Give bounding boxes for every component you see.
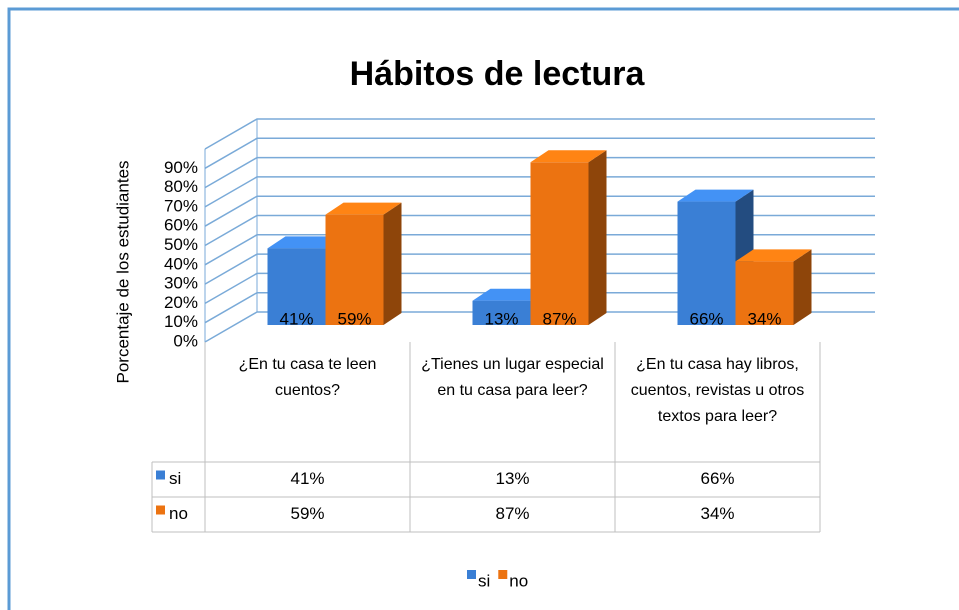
grid-line <box>204 156 875 189</box>
bar-top <box>677 189 754 202</box>
legend-key <box>498 570 508 579</box>
y-tick-label: 80% <box>164 177 198 196</box>
grid-line <box>204 253 875 285</box>
data-label: 13% <box>484 309 518 328</box>
bar-top <box>530 150 607 163</box>
data-label: 87% <box>542 309 576 328</box>
bar <box>530 150 607 325</box>
grid-line <box>204 214 875 247</box>
y-tick-label: 0% <box>173 331 198 350</box>
data-label: 59% <box>337 309 371 328</box>
table-row-label: si <box>169 469 181 488</box>
y-tick-label: 90% <box>164 158 198 177</box>
grid-line <box>204 176 875 208</box>
grid-line <box>204 311 875 343</box>
table-cell: 34% <box>700 504 734 523</box>
table-legend-key <box>156 505 165 515</box>
legend-label: si <box>478 571 490 590</box>
data-label: 66% <box>689 309 723 328</box>
frame <box>7 7 959 610</box>
legend-label: no <box>509 571 528 590</box>
y-axis-label: Porcentaje de los estudiantes <box>113 160 132 383</box>
bar <box>325 202 402 325</box>
bar-side <box>793 249 812 325</box>
category-cell: ¿En tu casa hay libros, cuentos, revista… <box>630 356 805 425</box>
table-cell: 13% <box>495 469 529 488</box>
table-row-label: no <box>169 504 188 523</box>
y-tick-label: 20% <box>164 293 198 312</box>
bar-front <box>530 162 589 325</box>
legend-key <box>467 570 476 579</box>
bar-top <box>325 202 402 215</box>
category-cell: ¿En tu casa te leen cuentos? <box>238 356 377 399</box>
bar-front <box>267 248 326 325</box>
x-tick-label: ¿En tu casa te leen cuentos? <box>238 356 377 399</box>
bar-front <box>677 201 736 325</box>
data-label: 34% <box>747 309 781 328</box>
bar <box>677 189 754 325</box>
bar-top <box>267 236 344 249</box>
grid-line <box>204 272 875 305</box>
y-tick-label: 10% <box>164 312 198 331</box>
x-tick-label: ¿Tienes un lugar especial en tu casa par… <box>421 356 604 399</box>
grid-line <box>204 137 875 169</box>
y-tick-label: 40% <box>164 254 198 273</box>
table-cell: 59% <box>290 504 324 523</box>
category-cell: ¿Tienes un lugar especial en tu casa par… <box>421 356 604 399</box>
bar-side <box>588 150 607 325</box>
data-label: 41% <box>279 309 313 328</box>
y-tick-label: 60% <box>164 216 198 235</box>
bar-front <box>735 261 794 325</box>
y-tick-label: 30% <box>164 274 198 293</box>
table-cell: 41% <box>290 469 324 488</box>
table-cell: 87% <box>495 504 529 523</box>
y-tick-label: 70% <box>164 196 198 215</box>
bar-top <box>735 249 812 262</box>
wall-top <box>204 118 875 150</box>
grid-line <box>204 195 875 227</box>
bar-top <box>472 288 549 301</box>
chart-title: Hábitos de lectura <box>350 55 646 93</box>
table-cell: 66% <box>700 469 734 488</box>
y-tick-label: 50% <box>164 235 198 254</box>
bar <box>735 249 812 325</box>
table-legend-key <box>156 470 165 480</box>
bar-front <box>472 300 531 325</box>
grid-line <box>204 234 875 266</box>
bar-front <box>325 214 384 325</box>
grid-line <box>204 291 875 324</box>
bar-side <box>383 202 402 325</box>
x-tick-label: ¿En tu casa hay libros, cuentos, revista… <box>630 356 805 425</box>
